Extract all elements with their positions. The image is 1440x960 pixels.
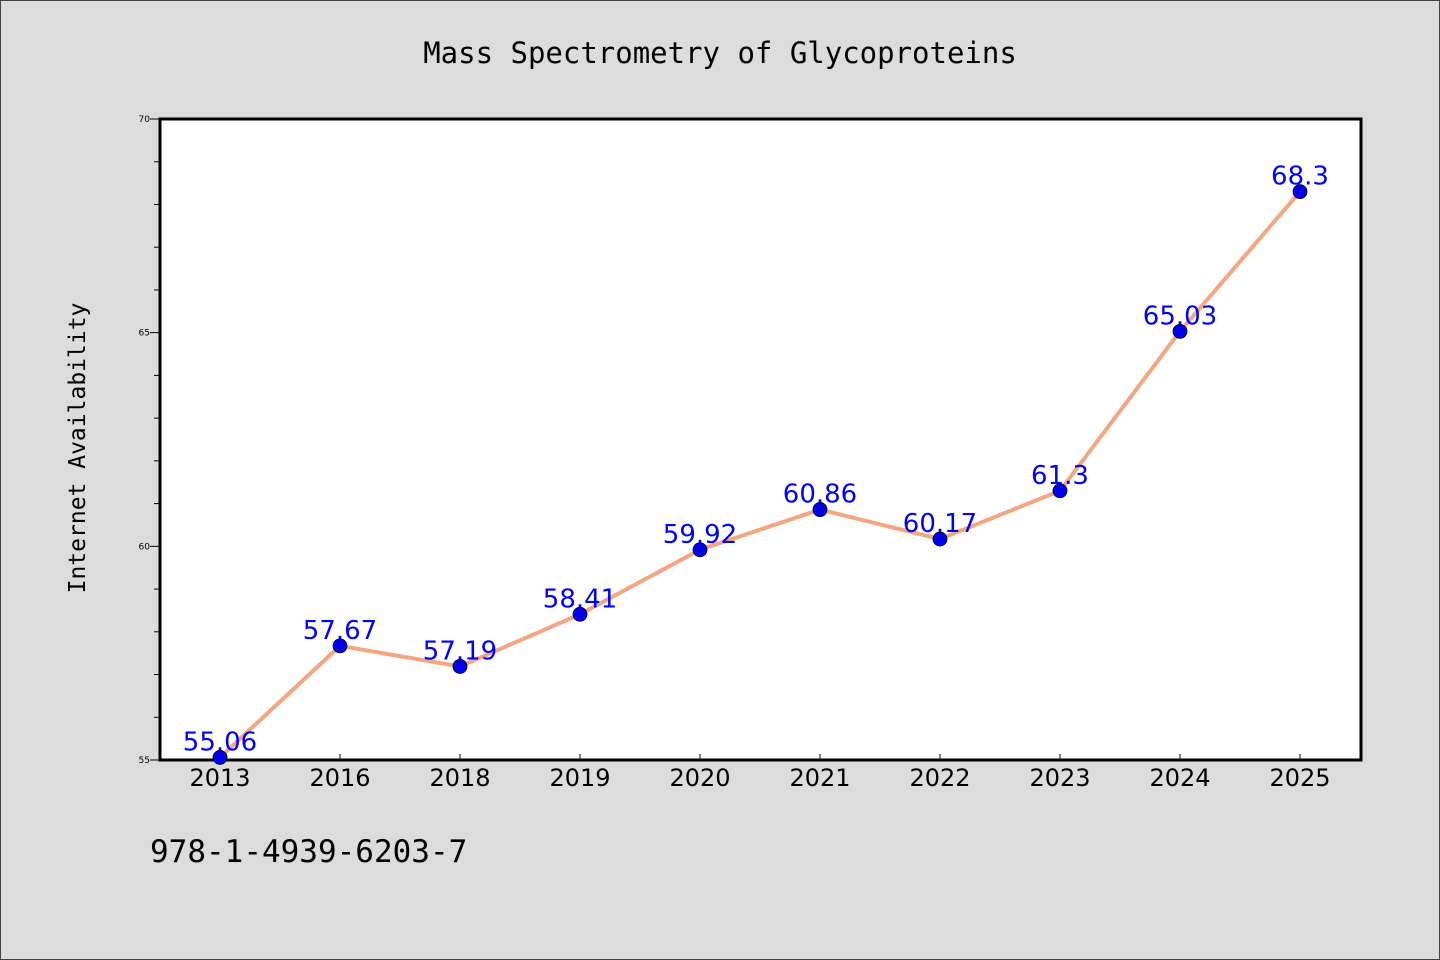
y-tick-label: 55 — [139, 756, 150, 766]
data-label: 68.3 — [1271, 162, 1329, 192]
data-label: 59.92 — [663, 520, 737, 550]
x-tick-label: 2019 — [549, 764, 610, 792]
data-point — [932, 531, 948, 547]
x-tick-label: 2018 — [429, 764, 490, 792]
y-tick-label: 65 — [139, 329, 150, 339]
x-tick-label: 2016 — [309, 764, 370, 792]
isbn-text: 978-1-4939-6203-7 — [150, 834, 468, 870]
data-label: 57.67 — [303, 616, 377, 646]
x-tick-label: 2025 — [1269, 764, 1330, 792]
x-tick-label: 2021 — [789, 764, 850, 792]
data-label: 60.17 — [903, 509, 977, 539]
series-line — [218, 189, 1302, 760]
data-label: 55.06 — [183, 727, 257, 757]
data-label: 57.19 — [423, 636, 497, 666]
y-tick-label: 70 — [139, 115, 151, 125]
x-axis: 2013 2016 2018 2019 2020 2021 2022 2023 2024 2025 — [189, 754, 1331, 792]
data-label: 61.3 — [1031, 461, 1089, 491]
chart-title: Mass Spectrometry of Glycoproteins — [423, 36, 1017, 70]
data-point — [1172, 323, 1188, 339]
data-point — [212, 750, 228, 765]
x-tick-label: 2020 — [669, 764, 730, 792]
data-point — [572, 606, 588, 622]
data-point — [452, 659, 468, 674]
y-axis-label: Internet Availability — [65, 303, 91, 594]
x-tick-label: 2022 — [909, 764, 970, 792]
y-tick-label: 60 — [139, 542, 151, 552]
data-point — [332, 638, 348, 654]
series-1: 55.06 57.67 57.19 58.41 59.92 60.86 60.17 61.3 6… — [183, 162, 1329, 765]
data-label: 60.86 — [783, 480, 857, 510]
data-label: 65.03 — [1143, 301, 1217, 331]
data-point — [1052, 483, 1068, 499]
data-point — [1292, 184, 1308, 200]
x-tick-label: 2024 — [1149, 764, 1210, 792]
data-point — [812, 502, 828, 517]
data-label: 58.41 — [543, 584, 617, 614]
x-tick-label: 2013 — [189, 764, 250, 792]
plot-area — [158, 117, 1363, 762]
x-tick-label: 2023 — [1029, 764, 1090, 792]
data-point — [692, 542, 708, 558]
y-axis: 55 60 65 70 — [139, 115, 160, 766]
